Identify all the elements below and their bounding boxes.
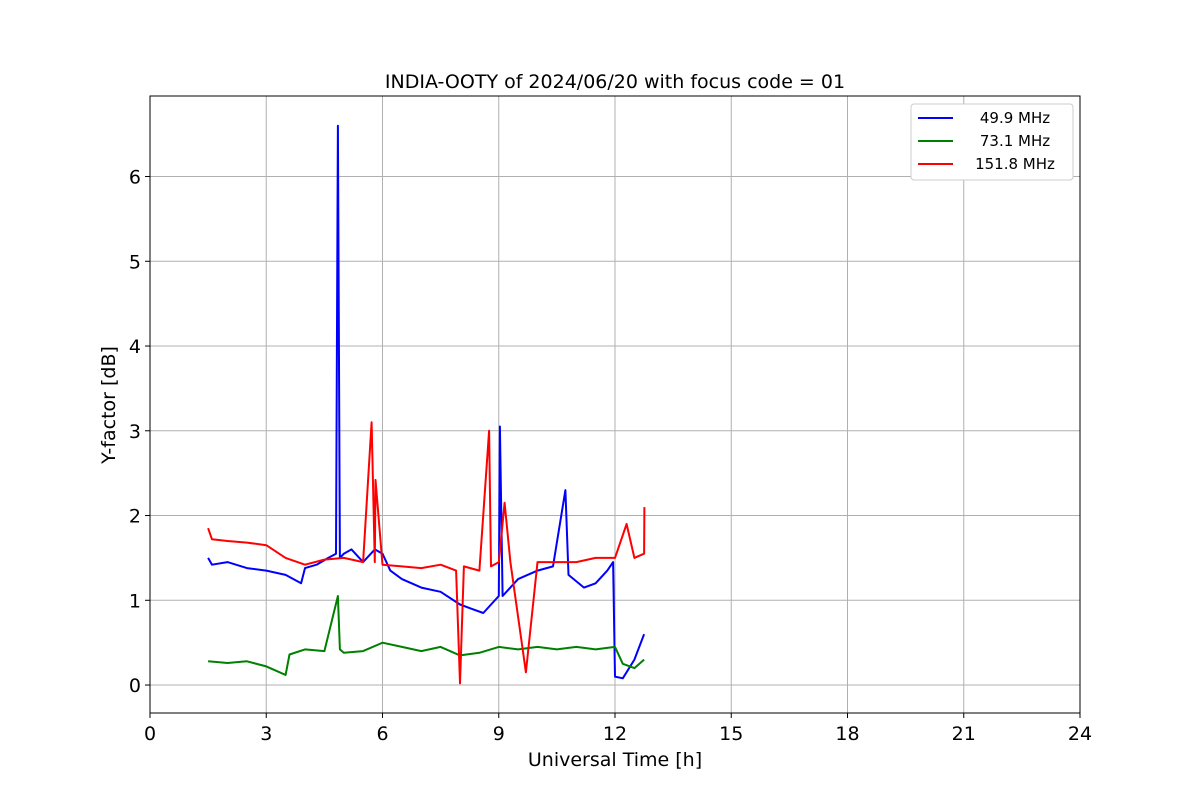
x-axis-ticks: 0 3 6 9 12 15 18 21 24 <box>144 713 1092 745</box>
y-tick-label: 1 <box>129 590 141 612</box>
x-axis-label: Universal Time [h] <box>528 749 702 771</box>
legend-box <box>910 103 1074 181</box>
legend-label: 73.1 MHz <box>980 132 1050 150</box>
x-tick-label: 15 <box>719 723 743 745</box>
y-tick-label: 2 <box>129 506 141 528</box>
y-tick-label: 6 <box>129 167 141 189</box>
y-tick-label: 5 <box>129 251 141 273</box>
x-tick-label: 21 <box>952 723 976 745</box>
y-axis-label: Y-factor [dB] <box>98 346 120 465</box>
y-tick-label: 3 <box>129 421 141 443</box>
legend-label: 151.8 MHz <box>975 155 1055 173</box>
series-group <box>207 124 646 685</box>
series-line-2 <box>208 595 645 676</box>
x-tick-label: 0 <box>144 723 156 745</box>
legend: 49.9 MHz 73.1 MHz 151.8 MHz <box>910 103 1074 181</box>
y-tick-label: 4 <box>129 336 141 358</box>
x-tick-label: 12 <box>603 723 627 745</box>
legend-label: 49.9 MHz <box>980 109 1050 127</box>
x-tick-label: 24 <box>1068 723 1092 745</box>
x-tick-label: 18 <box>835 723 859 745</box>
y-tick-label: 0 <box>129 675 141 697</box>
chart-title: INDIA-OOTY of 2024/06/20 with focus code… <box>385 71 845 93</box>
x-tick-label: 9 <box>493 723 505 745</box>
series-line-3 <box>207 421 646 685</box>
series-line-1 <box>207 124 646 680</box>
x-tick-label: 6 <box>376 723 388 745</box>
x-tick-label: 3 <box>260 723 272 745</box>
y-axis-ticks: 0 1 2 3 4 5 6 <box>129 167 150 697</box>
